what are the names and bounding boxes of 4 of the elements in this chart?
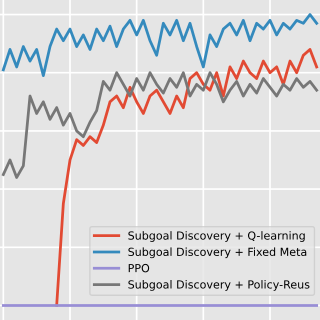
legend-label: Subgoal Discovery + Fixed Meta: [128, 247, 306, 258]
legend-label: Subgoal Discovery + Q-learning: [128, 231, 305, 242]
legend-label: PPO: [128, 264, 150, 272]
legend-label: Subgoal Discovery + Policy-Reus: [128, 280, 310, 291]
